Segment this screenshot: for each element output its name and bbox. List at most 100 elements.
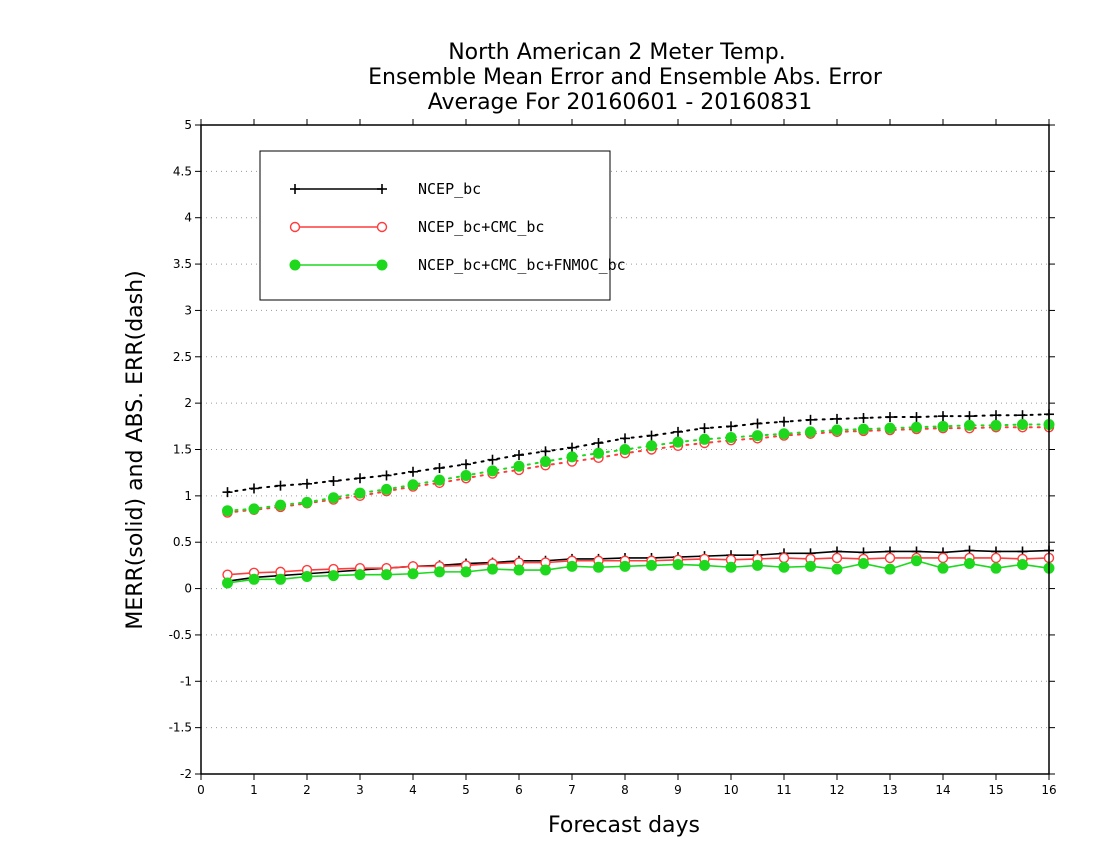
x-axis-title: Forecast days (548, 813, 700, 838)
x-tick-label: 8 (621, 783, 629, 797)
point-dash (460, 469, 472, 481)
point-dash (381, 470, 392, 481)
point-dash (885, 412, 895, 423)
x-tick-label: 9 (674, 783, 682, 797)
point-solid (1017, 558, 1028, 570)
y-tick-label: 3 (184, 303, 192, 317)
legend: NCEP_bc NCEP_bc+CMC_bc NCEP_bc+CMC_bc+FNMO… (259, 150, 626, 301)
legend-label: NCEP_bc+CMC_bc+FNMOC_bc (418, 256, 626, 274)
point-dash (407, 479, 419, 491)
point-solid (328, 570, 339, 582)
point-solid (752, 559, 763, 571)
point-dash (249, 483, 259, 494)
point-solid (831, 563, 843, 575)
point-solid (805, 560, 816, 572)
point-dash (646, 440, 657, 452)
point-solid (858, 558, 869, 570)
point-dash (487, 454, 498, 465)
point-dash (1017, 418, 1028, 430)
y-tick-label: 1 (184, 489, 192, 503)
chart-title-line-2: Ensemble Mean Error and Ensemble Abs. Er… (368, 65, 883, 90)
point-dash (805, 414, 816, 425)
point-dash (593, 447, 604, 459)
y-tick-label: 4 (184, 211, 192, 225)
y-tick-label: 3.5 (173, 257, 192, 271)
point-dash (779, 416, 789, 427)
chart-title-line-3: Average For 20160601 - 20160831 (428, 90, 813, 115)
point-dash (222, 487, 233, 498)
chart-title-line-1: North American 2 Meter Temp. (448, 40, 786, 65)
point-dash (408, 466, 418, 477)
point-dash (566, 451, 578, 463)
x-tick-label: 7 (568, 783, 576, 797)
point-solid (275, 573, 286, 585)
point-solid (884, 563, 896, 575)
legend-item-2: NCEP_bc+CMC_bc+FNMOC_bc (289, 256, 626, 274)
point-dash (248, 503, 260, 515)
point-solid (513, 564, 525, 576)
point-dash (354, 487, 366, 499)
point-dash (540, 456, 551, 468)
point-solid (593, 561, 604, 573)
point-solid (778, 561, 790, 573)
point-dash (726, 421, 736, 432)
y-tick-label: 0.5 (173, 535, 192, 549)
legend-marker-left (289, 259, 301, 271)
x-tick-label: 4 (409, 783, 417, 797)
point-dash (567, 442, 577, 453)
chart-title: North American 2 Meter Temp. Ensemble Me… (368, 40, 883, 115)
point-dash (381, 483, 392, 495)
point-solid (831, 552, 843, 564)
point-solid (434, 566, 445, 578)
point-dash (964, 411, 975, 422)
point-dash (911, 412, 922, 423)
x-tick-label: 6 (515, 783, 523, 797)
point-solid (301, 571, 313, 583)
legend-label: NCEP_bc+CMC_bc (418, 218, 544, 236)
x-tick-label: 15 (988, 783, 1003, 797)
point-dash (328, 476, 339, 487)
point-dash (434, 474, 445, 486)
legend-item-0: NCEP_bc (290, 180, 481, 198)
point-dash (275, 499, 286, 511)
y-tick-label: -1 (180, 674, 192, 688)
y-tick-label: -2 (180, 767, 192, 781)
point-solid (884, 552, 896, 564)
x-tick-label: 16 (1041, 783, 1056, 797)
point-dash (302, 478, 312, 489)
y-tick-label: 4.5 (173, 164, 192, 178)
series-2 (222, 418, 1055, 589)
point-dash (858, 412, 869, 423)
point-dash (461, 459, 471, 470)
point-dash (858, 423, 869, 435)
legend-marker-left (289, 221, 301, 233)
point-solid (354, 569, 366, 581)
point-dash (752, 430, 763, 442)
point-dash (540, 446, 551, 457)
point-dash (990, 419, 1002, 431)
x-tick-label: 2 (303, 783, 311, 797)
point-solid (540, 564, 551, 576)
x-tick-label: 10 (723, 783, 738, 797)
point-solid (937, 562, 949, 574)
point-solid (222, 577, 233, 589)
point-dash (805, 426, 816, 438)
point-dash (991, 410, 1001, 421)
point-dash (752, 418, 763, 429)
y-tick-label: 1.5 (173, 443, 192, 457)
point-dash (328, 492, 339, 504)
point-dash (672, 436, 684, 448)
series-line-solid (227, 559, 1050, 584)
x-tick-label: 1 (250, 783, 258, 797)
point-solid (911, 555, 922, 567)
series-line-dash (226, 423, 1050, 512)
point-dash (1017, 410, 1028, 421)
y-axis-title: MERR(solid) and ABS. ERR(dash) (123, 270, 148, 629)
point-dash (937, 420, 949, 432)
point-solid (990, 562, 1002, 574)
point-dash (593, 438, 604, 449)
point-dash (514, 450, 524, 461)
point-dash (434, 463, 445, 474)
point-dash (355, 473, 365, 484)
